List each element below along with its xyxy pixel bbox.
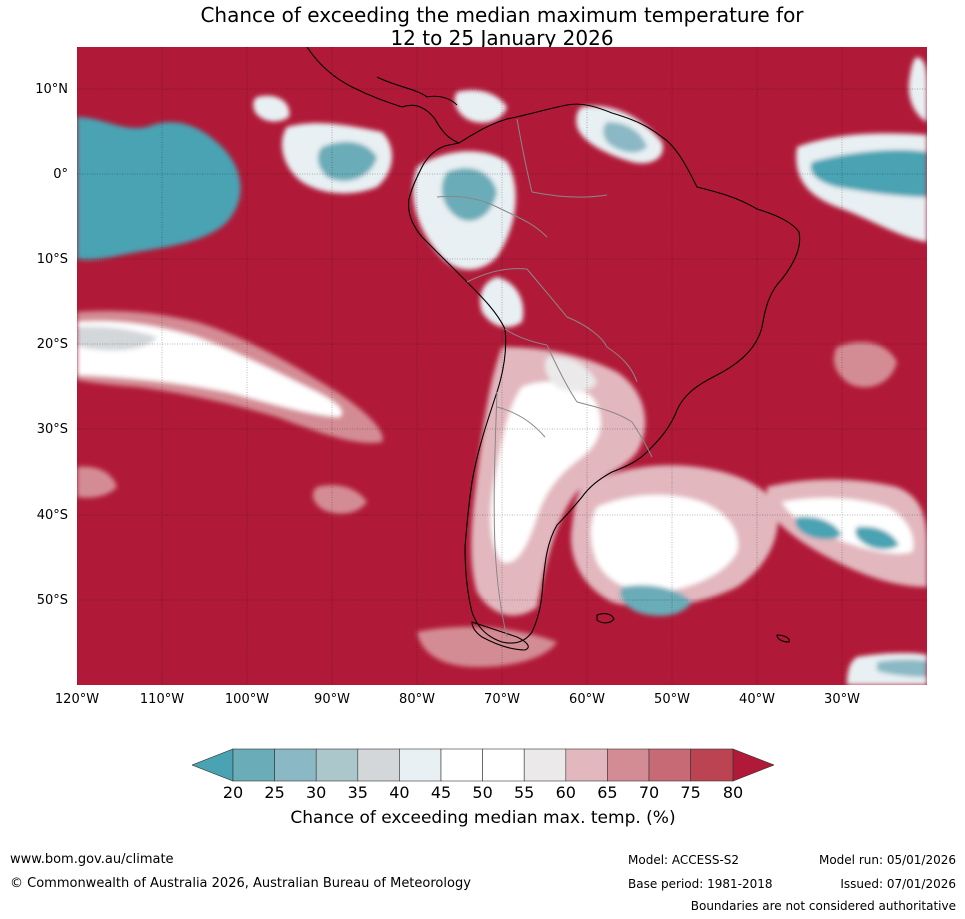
colorbar-segment-45-50 xyxy=(440,748,483,782)
colorbar xyxy=(192,748,774,782)
south-georgia xyxy=(776,634,790,643)
probability-map xyxy=(77,47,927,685)
boundaries-disclaimer: Boundaries are not considered authoritat… xyxy=(690,899,956,913)
colorbar-label: Chance of exceeding median max. temp. (%… xyxy=(290,808,676,828)
lon-label-110w: 110°W xyxy=(139,692,185,707)
colorbar-segment-60-65 xyxy=(565,748,608,782)
colorbar-tick: 45 xyxy=(430,783,452,802)
colorbar-tick: 55 xyxy=(514,783,535,802)
model-name: Model: ACCESS-S2 xyxy=(628,853,740,867)
lon-label-60w: 60°W xyxy=(569,692,605,707)
copyright-text: © Commonwealth of Australia 2026, Austra… xyxy=(10,876,471,891)
lon-label-120w: 120°W xyxy=(54,692,100,707)
colorbar-tick: 35 xyxy=(347,783,368,802)
website-link[interactable]: www.bom.gov.au/climate xyxy=(10,852,174,867)
colorbar-tick: 75 xyxy=(680,783,701,802)
lon-label-30w: 30°W xyxy=(824,692,860,707)
central-america-coast xyxy=(306,47,460,144)
country-borders xyxy=(436,118,653,638)
colorbar-tick: 25 xyxy=(264,783,285,802)
tierra-del-fuego xyxy=(471,621,529,651)
colorbar-tick: 20 xyxy=(222,783,244,802)
colorbar-tick: 40 xyxy=(389,783,410,802)
southern-ocean-patch xyxy=(417,626,557,667)
south-america-coast xyxy=(408,103,801,644)
lon-label-100w: 100°W xyxy=(224,692,270,707)
colorbar-segment-35-40 xyxy=(357,748,400,782)
title-line-1: Chance of exceeding the median maximum t… xyxy=(200,3,804,27)
caribbean-coast xyxy=(376,76,458,106)
lat-label-0: 0° xyxy=(53,167,68,182)
colorbar-segment-25-30 xyxy=(274,748,317,782)
lat-label-40s: 40°S xyxy=(36,508,68,523)
graticule xyxy=(77,47,927,685)
colorbar-low-arrow xyxy=(192,748,234,782)
base-period: Base period: 1981-2018 xyxy=(628,877,773,891)
colorbar-tick: 60 xyxy=(555,783,576,802)
colorbar-high-arrow xyxy=(732,748,774,782)
lat-label-20s: 20°S xyxy=(36,337,68,352)
lat-label-50s: 50°S xyxy=(36,593,68,608)
colorbar-segment-75-80 xyxy=(690,748,734,782)
colorbar-tick: 70 xyxy=(638,783,660,802)
title-line-2: 12 to 25 January 2026 xyxy=(390,26,614,50)
lat-label-10n: 10°N xyxy=(35,82,68,97)
falklands xyxy=(596,613,615,624)
lon-label-90w: 90°W xyxy=(314,692,350,707)
lon-label-50w: 50°W xyxy=(654,692,690,707)
colorbar-segment-50-55 xyxy=(482,748,525,782)
pacific-cool-patch xyxy=(77,117,241,260)
map-title: Chance of exceeding the median maximum t… xyxy=(77,4,927,50)
model-run-date: Model run: 05/01/2026 xyxy=(818,853,956,867)
lon-label-70w: 70°W xyxy=(484,692,520,707)
lon-label-40w: 40°W xyxy=(739,692,775,707)
colorbar-segment-30-35 xyxy=(315,748,359,782)
lat-label-30s: 30°S xyxy=(36,422,68,437)
coastlines xyxy=(306,47,801,651)
colorbar-segment-55-60 xyxy=(523,748,567,782)
lat-label-10s: 10°S xyxy=(36,252,68,267)
colorbar-tick: 65 xyxy=(597,783,618,802)
colorbar-tick: 50 xyxy=(472,783,493,802)
lon-label-80w: 80°W xyxy=(399,692,435,707)
colorbar-tick: 30 xyxy=(306,783,327,802)
issued-date: Issued: 07/01/2026 xyxy=(840,877,956,891)
colorbar-segment-20-25 xyxy=(232,748,275,782)
colorbar-segment-70-75 xyxy=(648,748,691,782)
probability-patches xyxy=(77,57,927,685)
colorbar-tick: 80 xyxy=(722,783,744,802)
colorbar-segment-65-70 xyxy=(607,748,650,782)
colorbar-segment-40-45 xyxy=(399,748,442,782)
